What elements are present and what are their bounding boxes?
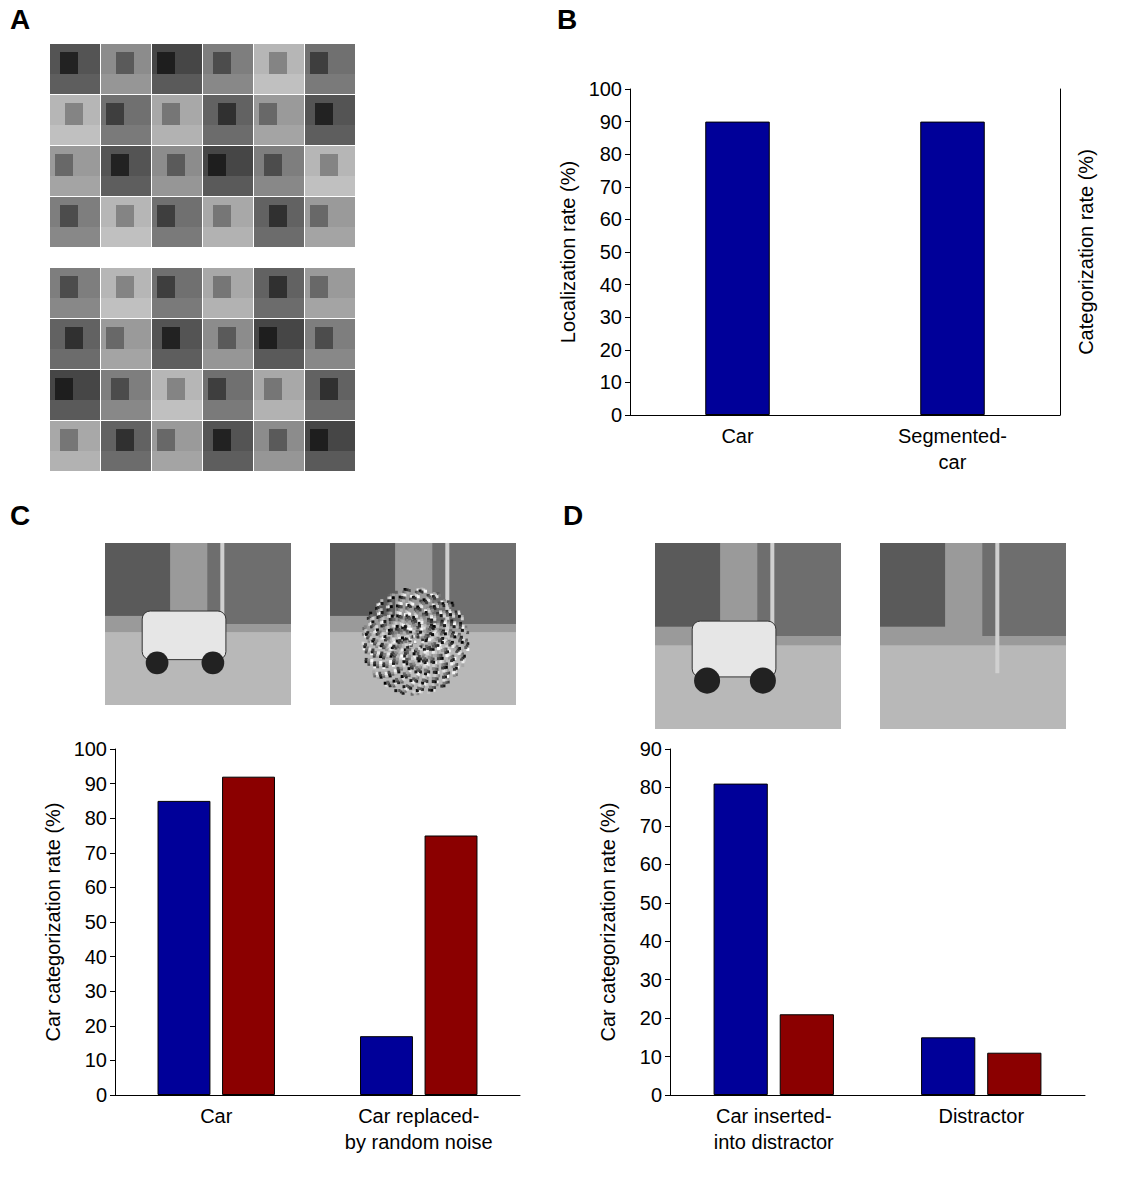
svg-text:20: 20: [85, 1015, 107, 1037]
svg-text:40: 40: [640, 930, 662, 952]
svg-text:70: 70: [640, 815, 662, 837]
svg-text:70: 70: [600, 176, 622, 198]
html-text:B: B: [557, 4, 578, 35]
svg-text:60: 60: [640, 853, 662, 875]
svg-text:50: 50: [85, 911, 107, 933]
svg-text:30: 30: [600, 306, 622, 328]
svg-text:90: 90: [640, 738, 662, 760]
svg-text:10: 10: [640, 1046, 662, 1068]
svg-text:100: 100: [589, 78, 622, 100]
svg-text:80: 80: [85, 807, 107, 829]
svg-text:Car categorization rate (%): Car categorization rate (%): [42, 803, 64, 1042]
svg-text:90: 90: [600, 111, 622, 133]
svg-text:by random noise: by random noise: [345, 1131, 493, 1153]
svg-text:70: 70: [85, 842, 107, 864]
svg-text:Categorization rate (%): Categorization rate (%): [1075, 149, 1097, 355]
svg-text:40: 40: [85, 946, 107, 968]
svg-text:30: 30: [85, 980, 107, 1002]
svg-text:20: 20: [600, 339, 622, 361]
svg-text:60: 60: [600, 208, 622, 230]
svg-text:50: 50: [600, 241, 622, 263]
svg-text:car: car: [939, 451, 967, 473]
svg-text:Distractor: Distractor: [938, 1105, 1024, 1127]
svg-text:0: 0: [611, 404, 622, 426]
svg-text:60: 60: [85, 876, 107, 898]
svg-text:40: 40: [600, 274, 622, 296]
svg-text:Localization rate (%): Localization rate (%): [557, 161, 579, 343]
svg-text:10: 10: [85, 1049, 107, 1071]
svg-text:100: 100: [74, 738, 107, 760]
svg-text:90: 90: [85, 773, 107, 795]
svg-text:into distractor: into distractor: [714, 1131, 834, 1153]
svg-text:50: 50: [640, 892, 662, 914]
svg-text:0: 0: [651, 1084, 662, 1106]
html-text:A: A: [10, 4, 31, 35]
svg-text:Car replaced-: Car replaced-: [358, 1105, 479, 1127]
svg-text:80: 80: [640, 776, 662, 798]
svg-text:Car: Car: [200, 1105, 233, 1127]
svg-text:Car categorization rate (%): Car categorization rate (%): [597, 803, 619, 1042]
svg-text:20: 20: [640, 1007, 662, 1029]
svg-text:0: 0: [96, 1084, 107, 1106]
html-text:C: C: [10, 500, 31, 531]
svg-text:Car inserted-: Car inserted-: [716, 1105, 832, 1127]
svg-text:Segmented-: Segmented-: [898, 425, 1007, 447]
svg-text:10: 10: [600, 371, 622, 393]
svg-text:30: 30: [640, 969, 662, 991]
svg-text:Car: Car: [721, 425, 754, 447]
html-text:D: D: [563, 500, 584, 531]
svg-text:80: 80: [600, 143, 622, 165]
